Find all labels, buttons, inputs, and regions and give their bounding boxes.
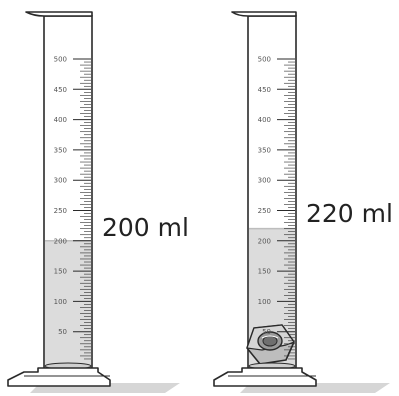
cylinder-right-tick-labels: 500 450 400 350 300 250 200 150 100 50	[258, 56, 271, 337]
tick-label: 150	[258, 268, 271, 276]
cylinder-left: 500 450 400 350 300 250 200 150 100 50	[7, 11, 180, 393]
cylinder-right: 500 450 400 350 300 250 200 150 100 50	[213, 11, 390, 393]
cylinder-left-liquid	[45, 240, 91, 366]
tick-label: 50	[58, 328, 67, 336]
tick-label: 500	[54, 56, 67, 64]
tick-label: 250	[258, 207, 271, 215]
tick-label: 450	[54, 86, 67, 94]
tick-label: 200	[54, 237, 67, 245]
cylinder-left-base	[7, 367, 111, 387]
tick-label: 150	[54, 268, 67, 276]
hex-nut-icon	[246, 324, 295, 365]
tick-label: 450	[258, 86, 271, 94]
tick-label: 100	[54, 298, 67, 306]
tick-label: 400	[258, 116, 271, 124]
cylinder-right-scale	[277, 58, 295, 360]
reading-label-left: 200 ml	[102, 213, 189, 242]
cylinder-right-base	[213, 367, 317, 387]
tick-label: 300	[54, 177, 67, 185]
tick-label: 100	[258, 298, 271, 306]
tick-label: 400	[54, 116, 67, 124]
tick-label: 250	[54, 207, 67, 215]
tick-label: 300	[258, 177, 271, 185]
tick-label: 350	[54, 146, 67, 154]
tick-label: 200	[258, 237, 271, 245]
cylinder-left-spout	[25, 11, 93, 17]
cylinder-left-tick-labels: 500 450 400 350 300 250 200 150 100 50	[54, 56, 67, 337]
tick-label: 350	[258, 146, 271, 154]
tick-label: 50	[262, 328, 271, 336]
reading-label-right: 220 ml	[306, 199, 393, 228]
tick-label: 500	[258, 56, 271, 64]
cylinder-right-spout	[231, 11, 297, 17]
cylinder-left-scale	[73, 58, 91, 360]
